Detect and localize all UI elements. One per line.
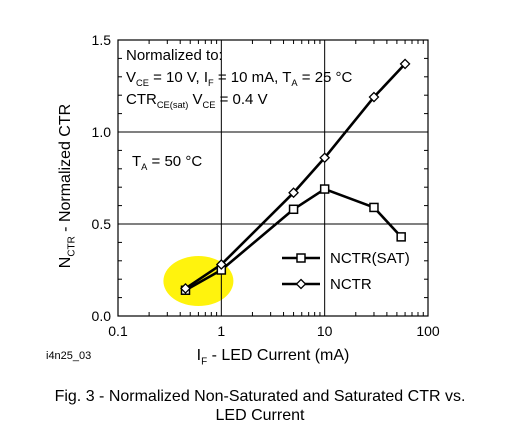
- data-point-square: [288, 204, 299, 215]
- x-tick-label: 10: [317, 323, 333, 339]
- chart: Normalized to: VCE = 10 V, IF = 10 mA, TA…: [57, 32, 440, 367]
- data-point-square: [396, 232, 406, 242]
- legend-label-diamond: NCTR: [330, 276, 372, 293]
- legend-layer: NCTR(SAT) NCTR: [282, 250, 410, 293]
- annotation-layer: Normalized to: VCE = 10 V, IF = 10 mA, TA…: [126, 47, 353, 172]
- y-tick-label: 1.0: [92, 124, 112, 140]
- series-line-square: [184, 187, 403, 292]
- data-point-diamond: [288, 187, 299, 199]
- x-axis-title: IF - LED Current (mA): [197, 347, 350, 367]
- annotation-conditions-line-2: CTRCE(sat) VCE = 0.4 V: [126, 91, 268, 110]
- data-point-square: [369, 202, 379, 213]
- y-tick-label: 0.0: [92, 308, 112, 324]
- y-tick-label: 0.5: [92, 216, 112, 232]
- data-point-diamond: [215, 259, 227, 270]
- plot-frame: [117, 39, 429, 317]
- data-point-diamond: [180, 282, 191, 294]
- figure-id: i4n25_03: [46, 350, 92, 362]
- legend-marker-diamond: [295, 278, 307, 290]
- y-tick-label: 1.5: [92, 32, 112, 48]
- legend-label-square: NCTR(SAT): [330, 250, 410, 267]
- figure-caption: Fig. 3 - Normalized Non-Saturated and Sa…: [0, 387, 520, 425]
- annotation-temperature: TA = 50 °C: [132, 153, 202, 172]
- x-tick-label: 1: [217, 323, 225, 339]
- x-tick-label: 100: [416, 323, 440, 339]
- data-point-square: [319, 184, 330, 194]
- y-axis-title: NCTR - Normalized CTR: [57, 104, 77, 268]
- data-point-diamond: [319, 152, 331, 164]
- series-line-diamond: [184, 63, 407, 290]
- annotation-conditions-line-1: VCE = 10 V, IF = 10 mA, TA = 25 °C: [126, 69, 353, 88]
- caption-line-1: Fig. 3 - Normalized Non-Saturated and Sa…: [54, 388, 466, 405]
- data-point-diamond: [399, 58, 411, 70]
- series-layer: [180, 58, 411, 295]
- data-point-diamond: [368, 91, 380, 103]
- grid-layer: [117, 39, 429, 317]
- legend-marker-square: [296, 253, 306, 263]
- annotation-normalized-title: Normalized to:: [126, 47, 223, 64]
- caption-line-2: LED Current: [215, 407, 305, 424]
- x-tick-label: 0.1: [108, 323, 128, 339]
- axis-label-layer: 0.1 1 10 100 0.0 0.5 1.0 1.5 IF - LED Current (m…: [57, 32, 440, 367]
